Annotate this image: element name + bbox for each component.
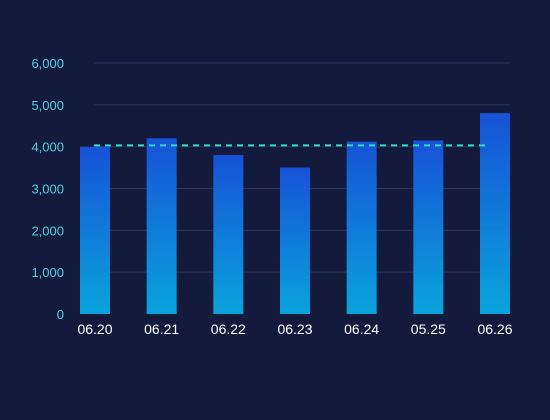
bar [146, 138, 177, 314]
y-tick-label: 3,000 [31, 182, 64, 197]
bar [280, 167, 310, 314]
bar [413, 140, 444, 314]
bar [480, 113, 510, 314]
x-tick-label: 05.25 [411, 321, 446, 337]
y-tick-label: 0 [57, 307, 64, 322]
bar [80, 146, 110, 314]
bar [213, 155, 244, 314]
x-tick-label: 06.22 [211, 321, 246, 337]
y-tick-label: 2,000 [31, 223, 64, 238]
bar [346, 141, 377, 314]
y-tick-label: 1,000 [31, 265, 64, 280]
y-tick-label: 5,000 [31, 98, 64, 113]
bars [80, 113, 510, 314]
y-tick-label: 6,000 [31, 56, 64, 71]
x-tick-label: 06.20 [77, 321, 112, 337]
x-tick-label: 06.26 [477, 321, 512, 337]
x-axis-tick-labels: 06.20 06.21 06.22 06.23 06.24 05.25 06.26 [77, 321, 512, 337]
y-tick-label: 4,000 [31, 140, 64, 155]
y-axis-tick-labels: 0 1,000 2,000 3,000 4,000 5,000 6,000 [31, 56, 64, 322]
x-tick-label: 06.24 [344, 321, 379, 337]
x-tick-label: 06.23 [277, 321, 312, 337]
x-tick-label: 06.21 [144, 321, 179, 337]
